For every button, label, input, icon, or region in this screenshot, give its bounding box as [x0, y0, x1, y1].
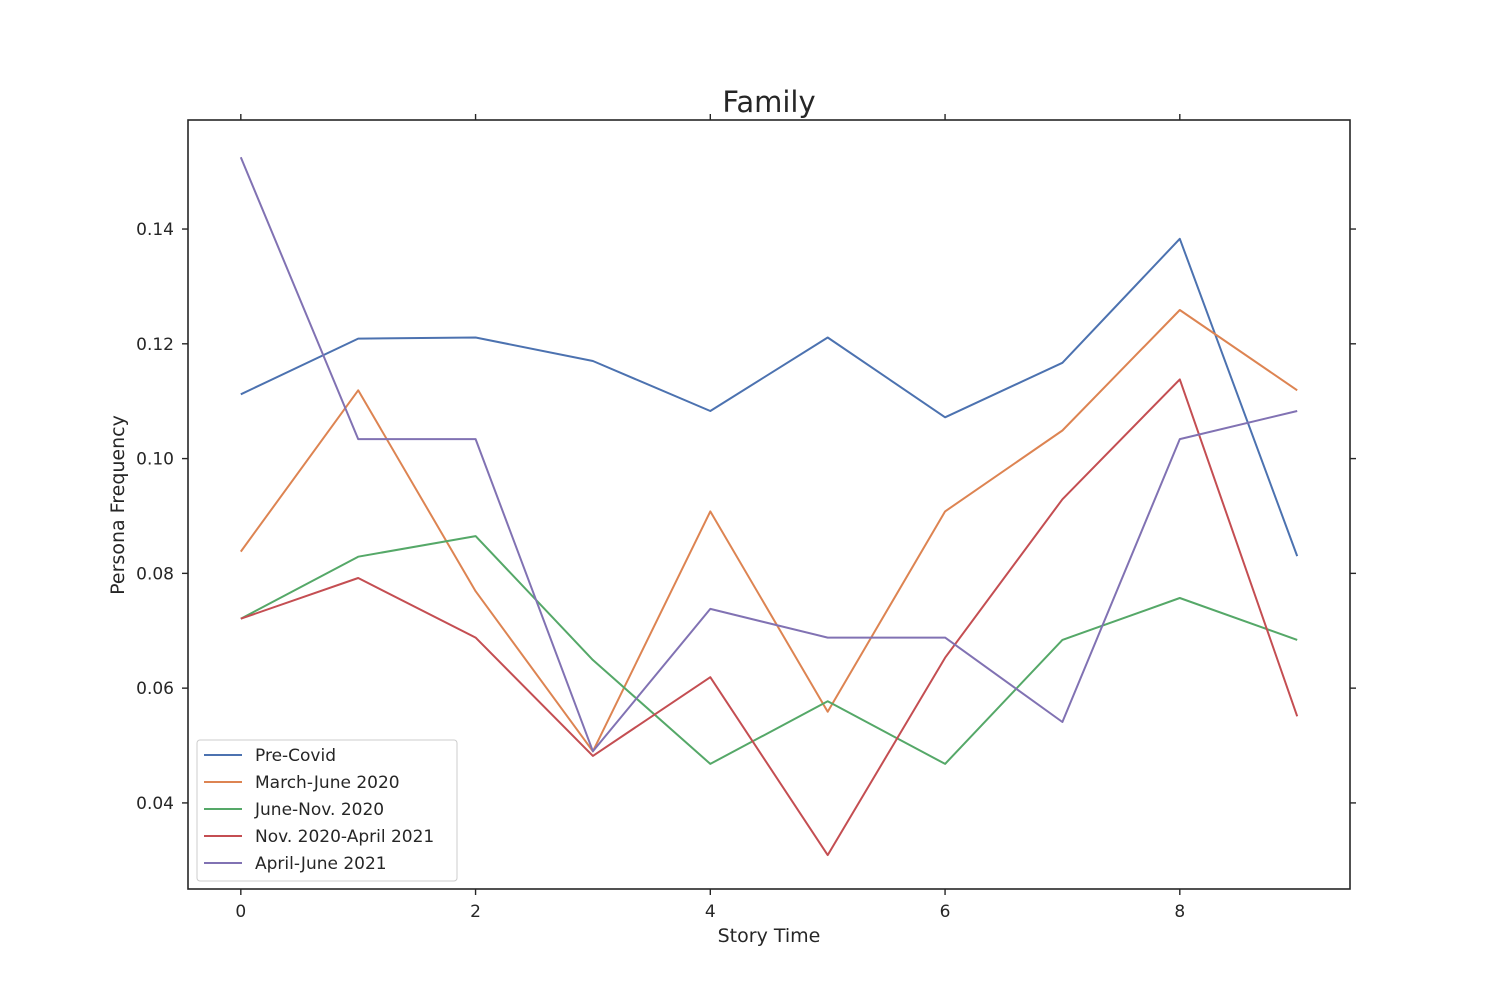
plot-area [239, 156, 1299, 857]
x-tick-label: 4 [705, 902, 716, 922]
y-tick-label: 0.04 [136, 794, 174, 814]
legend-box [196, 739, 458, 882]
legend-label: Pre-Covid [255, 746, 336, 766]
y-tick-label: 0.12 [136, 335, 174, 355]
y-tick-label: 0.06 [136, 679, 174, 699]
legend-label: March-June 2020 [255, 773, 400, 793]
legend: Pre-Covid March-June 2020 June-Nov. 2020 No… [196, 739, 458, 882]
series-line-4 [240, 378, 1299, 857]
x-tick-label: 2 [470, 902, 481, 922]
y-tick-label: 0.08 [136, 564, 174, 584]
legend-label: Nov. 2020-April 2021 [255, 827, 434, 847]
x-tick-label: 8 [1174, 902, 1185, 922]
x-tick-label: 6 [940, 902, 951, 922]
series-line-5 [239, 156, 1298, 753]
y-tick-label: 0.10 [136, 450, 174, 470]
series-line-3 [240, 535, 1298, 765]
legend-label: April-June 2021 [255, 854, 387, 874]
series-line-1 [240, 237, 1299, 557]
series-line-2 [239, 309, 1298, 753]
plot-frame [187, 119, 1351, 890]
chart-title: Family [722, 85, 815, 119]
y-tick-label: 0.14 [136, 220, 174, 240]
legend-label: June-Nov. 2020 [254, 800, 384, 820]
y-axis-label: Persona Frequency [107, 415, 129, 595]
x-tick-label: 0 [235, 902, 246, 922]
x-axis-label: Story Time [718, 925, 821, 947]
